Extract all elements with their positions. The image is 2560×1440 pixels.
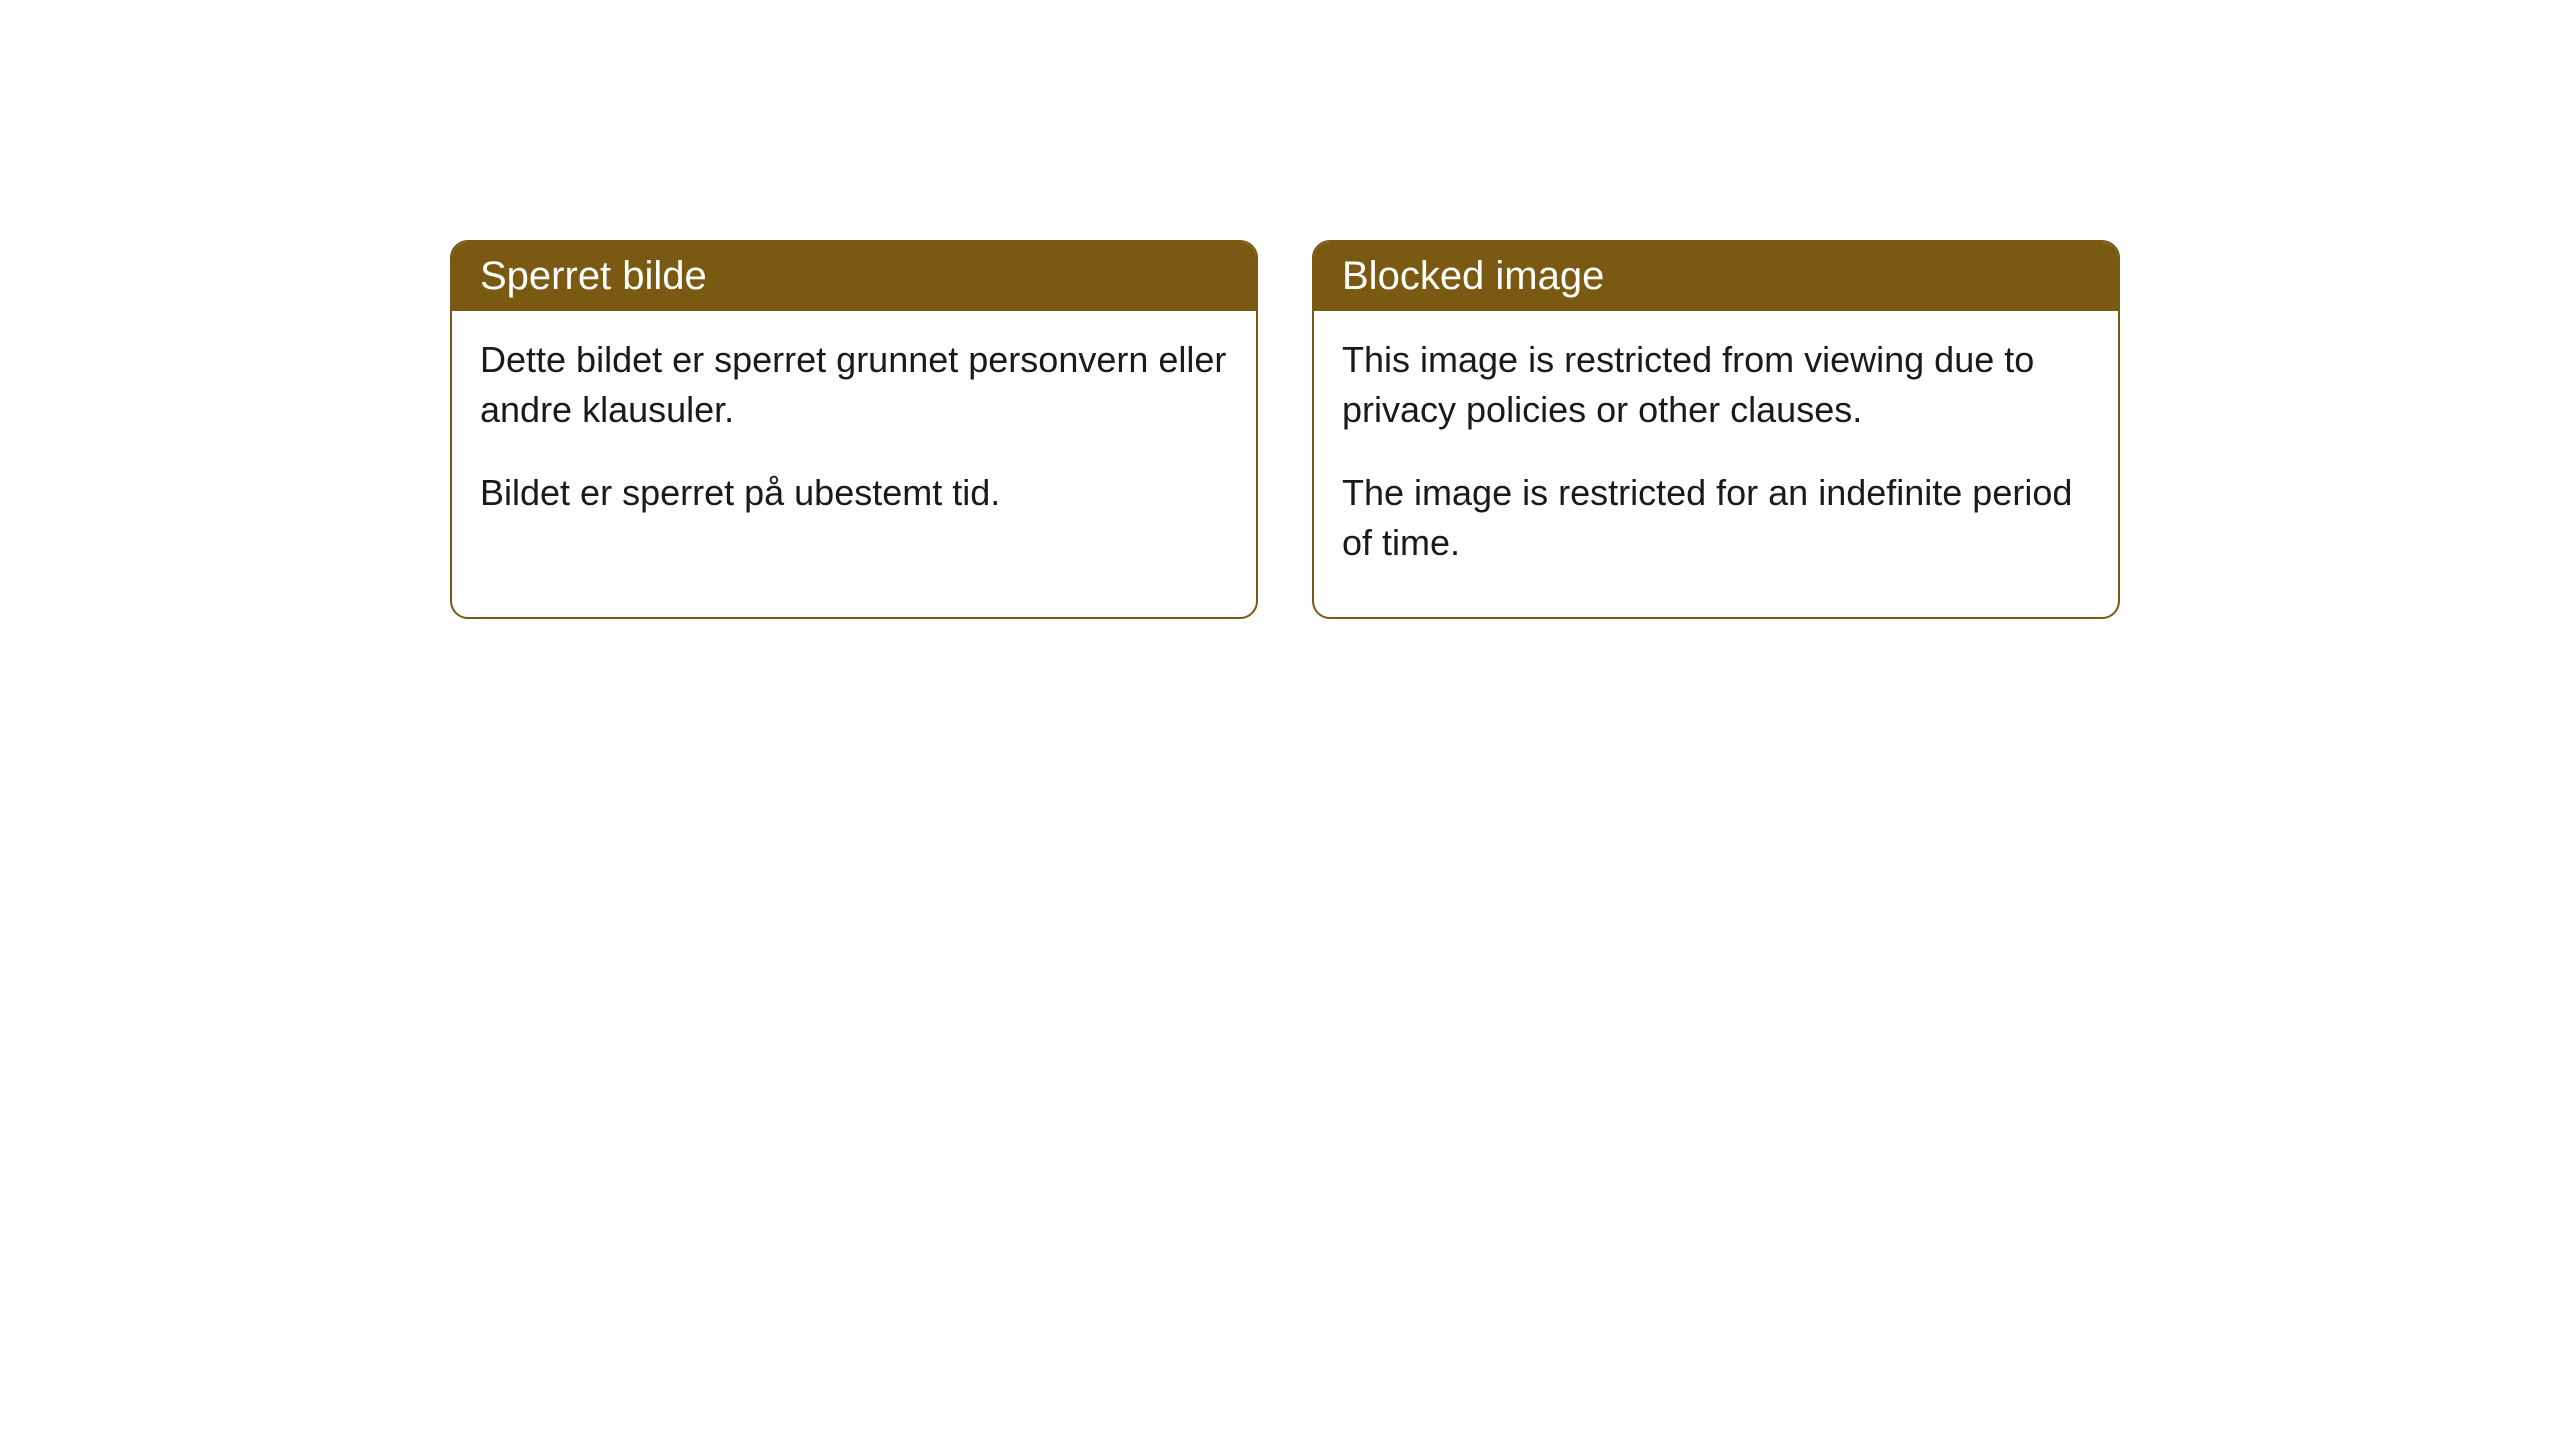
info-card-norwegian: Sperret bilde Dette bildet er sperret gr… [450, 240, 1258, 619]
card-paragraph-2: Bildet er sperret på ubestemt tid. [480, 468, 1228, 518]
card-header-norwegian: Sperret bilde [452, 242, 1256, 311]
card-title: Sperret bilde [480, 254, 707, 298]
card-paragraph-1: Dette bildet er sperret grunnet personve… [480, 335, 1228, 436]
info-cards-container: Sperret bilde Dette bildet er sperret gr… [450, 240, 2120, 619]
card-body-norwegian: Dette bildet er sperret grunnet personve… [452, 311, 1256, 566]
info-card-english: Blocked image This image is restricted f… [1312, 240, 2120, 619]
card-paragraph-2: The image is restricted for an indefinit… [1342, 468, 2090, 569]
card-body-english: This image is restricted from viewing du… [1314, 311, 2118, 617]
card-paragraph-1: This image is restricted from viewing du… [1342, 335, 2090, 436]
card-header-english: Blocked image [1314, 242, 2118, 311]
card-title: Blocked image [1342, 254, 1604, 298]
